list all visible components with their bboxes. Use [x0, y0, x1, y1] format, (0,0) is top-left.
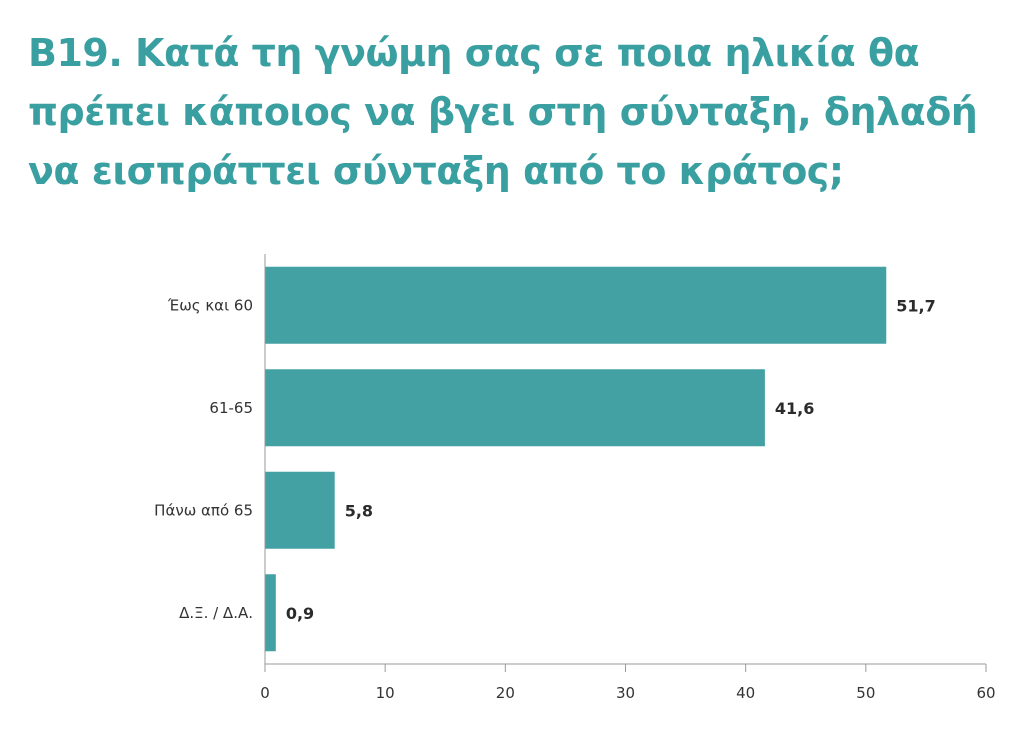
x-tick-label-3: 30	[616, 684, 635, 702]
bar-0	[265, 266, 887, 344]
x-tick-label-4: 40	[736, 684, 755, 702]
value-label-2: 5,8	[345, 501, 373, 520]
value-label-3: 0,9	[286, 604, 314, 623]
category-label-0: Έως και 60	[167, 296, 253, 314]
x-tick-label-6: 60	[976, 684, 995, 702]
x-tick-label-2: 20	[496, 684, 515, 702]
x-axis: 0 10 20 30 40 50 60	[260, 254, 996, 702]
x-tick-label-0: 0	[260, 684, 270, 702]
title-line-3: να εισπράττει σύνταξη από το κράτος;	[28, 149, 844, 193]
bar-1	[265, 369, 765, 447]
value-label-1: 41,6	[775, 399, 814, 418]
x-tick-label-5: 50	[856, 684, 875, 702]
value-label-0: 51,7	[896, 296, 935, 315]
x-tick-label-1: 10	[376, 684, 395, 702]
bar-3	[265, 574, 276, 652]
category-label-2: Πάνω από 65	[154, 501, 253, 519]
chart-title: B19. Κατά τη γνώμη σας σε ποια ηλικία θα…	[28, 24, 988, 201]
category-label-1: 61-65	[209, 399, 253, 417]
title-line-2: πρέπει κάποιος να βγει στη σύνταξη, δηλα…	[28, 90, 978, 134]
category-label-3: Δ.Ξ. / Δ.Α.	[179, 604, 253, 622]
title-line-1: B19. Κατά τη γνώμη σας σε ποια ηλικία θα	[28, 31, 920, 75]
bars-layer: Έως και 60 51,7 61-65 41,6 Πάνω από 65 5,8 Δ.Ξ…	[154, 266, 936, 652]
bar-2	[265, 471, 335, 549]
